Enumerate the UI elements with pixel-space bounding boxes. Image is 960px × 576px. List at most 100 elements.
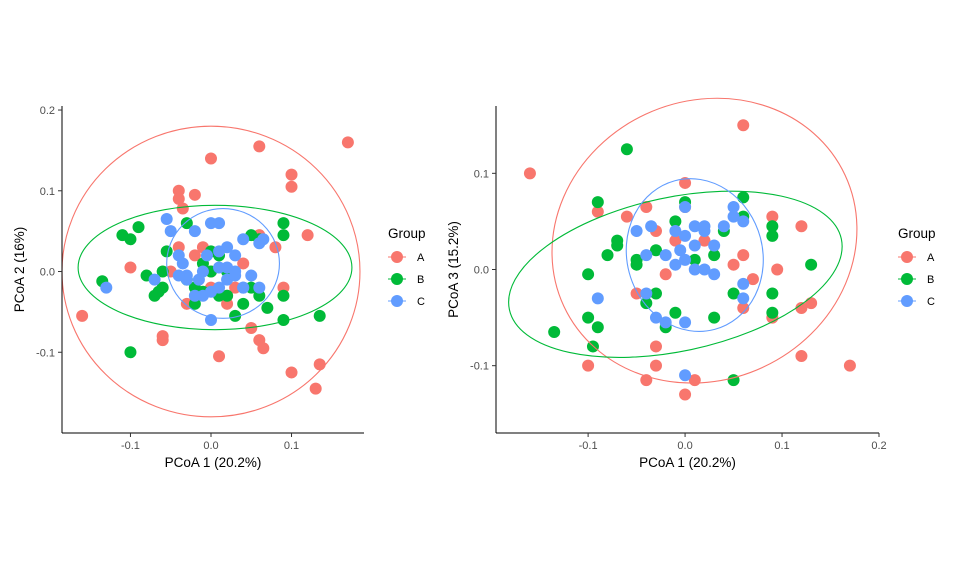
point-group-c [172, 269, 185, 282]
point-group-c [688, 220, 701, 233]
point-group-c [679, 200, 692, 213]
point-group-a [843, 359, 856, 372]
point-group-a [582, 359, 595, 372]
point-group-b [229, 309, 242, 322]
point-group-a [341, 136, 354, 149]
point-group-b [261, 301, 274, 314]
point-group-a [523, 167, 536, 180]
chart-panel-pcoa1-pcoa3: -0.1 0.0 0.1 0.2 -0.1 0.0 0.1 PCoA 1 (20.2%) PCo… [446, 97, 936, 470]
point-group-c [229, 249, 242, 262]
point-group-c [649, 311, 662, 324]
point-group-b [805, 258, 818, 271]
point-group-c [160, 213, 173, 226]
point-group-c [100, 281, 113, 294]
point-group-c [688, 239, 701, 252]
point-group-c [237, 281, 250, 294]
point-group-c [188, 225, 201, 238]
point-group-a [766, 210, 779, 223]
point-group-a [737, 301, 750, 314]
point-group-a [213, 350, 226, 363]
point-group-c [659, 249, 672, 262]
y-tick-label: -0.1 [36, 347, 55, 359]
point-group-a [737, 119, 750, 132]
point-group-b [156, 265, 169, 278]
point-group-b [132, 221, 145, 234]
point-group-a [795, 350, 808, 363]
point-group-b [766, 287, 779, 300]
point-group-a [727, 258, 740, 271]
point-group-b [611, 234, 624, 247]
point-group-c [698, 220, 711, 233]
point-group-a [679, 388, 692, 401]
point-group-b [766, 229, 779, 242]
point-group-b [180, 217, 193, 230]
point-group-a [285, 168, 298, 181]
y-tick-label: 0.0 [40, 267, 55, 279]
point-group-c [257, 233, 270, 246]
point-group-c [727, 200, 740, 213]
point-group-a [795, 220, 808, 233]
x-tick-label: 0.1 [774, 440, 789, 452]
point-group-b [591, 196, 604, 209]
legend-key-c [901, 295, 913, 307]
point-group-a [679, 176, 692, 189]
point-group-a [620, 210, 633, 223]
legend-title: Group [898, 226, 936, 241]
point-group-c [213, 217, 226, 230]
y-tick-label: -0.1 [470, 361, 489, 373]
point-group-a [285, 180, 298, 193]
ellipse-group-a [551, 97, 858, 384]
point-group-c [213, 281, 226, 294]
point-group-b [277, 313, 290, 326]
point-group-b [591, 321, 604, 334]
point-group-b [649, 287, 662, 300]
point-group-a [795, 301, 808, 314]
point-group-a [669, 234, 682, 247]
point-group-b [277, 289, 290, 302]
point-group-c [200, 249, 213, 262]
point-group-c [679, 229, 692, 242]
point-group-c [708, 268, 721, 281]
point-group-b [237, 297, 250, 310]
y-axis-title: PCoA 2 (16%) [12, 227, 27, 313]
legend: Group ABC [388, 226, 426, 308]
point-group-b [708, 311, 721, 324]
point-group-c [679, 253, 692, 266]
point-group-b [548, 326, 561, 339]
point-group-b [582, 311, 595, 324]
point-group-b [313, 309, 326, 322]
point-group-c [727, 210, 740, 223]
point-group-b [630, 258, 643, 271]
point-group-a [313, 358, 326, 371]
point-group-b [156, 281, 169, 294]
point-group-a [76, 309, 89, 322]
legend-label-a: A [927, 252, 935, 264]
point-group-c [708, 239, 721, 252]
legend-label-b: B [927, 274, 934, 286]
legend-title: Group [388, 226, 426, 241]
point-group-b [582, 268, 595, 281]
ellipse-group-c [166, 207, 280, 319]
point-group-c [688, 263, 701, 276]
y-tick-label: 0.1 [474, 168, 489, 180]
x-tick-label: -0.1 [579, 440, 598, 452]
point-group-c [640, 249, 653, 262]
point-group-b [727, 374, 740, 387]
point-group-c [237, 233, 250, 246]
y-tick-label: 0.0 [474, 265, 489, 277]
point-group-c [679, 316, 692, 329]
x-axis-title: PCoA 1 (20.2%) [639, 455, 736, 470]
point-group-c [737, 277, 750, 290]
point-group-a [204, 152, 217, 165]
point-group-a [257, 342, 270, 355]
legend-label-a: A [417, 252, 425, 264]
point-group-b [727, 287, 740, 300]
point-group-b [737, 191, 750, 204]
point-group-c [164, 225, 177, 238]
point-group-a [156, 330, 169, 343]
point-group-a [640, 200, 653, 213]
points-layer [523, 119, 856, 401]
point-group-a [188, 249, 201, 262]
y-tick-label: 0.2 [40, 105, 55, 117]
point-group-b [669, 306, 682, 319]
